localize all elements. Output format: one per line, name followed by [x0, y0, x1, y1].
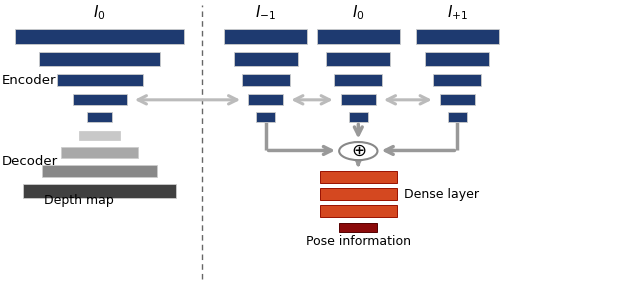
Bar — [242, 74, 290, 86]
Bar — [339, 223, 378, 232]
Bar — [39, 52, 161, 66]
Bar — [234, 52, 298, 66]
Bar — [433, 74, 481, 86]
Bar — [61, 147, 138, 158]
Bar — [326, 52, 390, 66]
Bar — [87, 112, 113, 122]
Bar — [426, 52, 489, 66]
Text: Depth map: Depth map — [44, 194, 114, 207]
Text: $I_0$: $I_0$ — [93, 3, 106, 22]
Text: Encoder: Encoder — [2, 74, 56, 87]
Bar — [72, 95, 127, 105]
Bar — [334, 74, 382, 86]
Text: $I_{-1}$: $I_{-1}$ — [255, 3, 276, 22]
Bar — [42, 165, 157, 177]
Text: Dense layer: Dense layer — [404, 188, 479, 201]
Bar — [416, 29, 499, 44]
Bar — [317, 29, 400, 44]
Bar — [15, 29, 184, 44]
Bar — [440, 95, 475, 105]
Bar — [349, 112, 368, 122]
Bar — [256, 112, 275, 122]
Bar — [448, 112, 467, 122]
Bar — [56, 74, 143, 86]
Bar — [320, 205, 397, 217]
Circle shape — [339, 142, 378, 160]
Bar — [320, 171, 397, 183]
Bar — [224, 29, 307, 44]
Bar — [320, 188, 397, 200]
Bar — [23, 184, 176, 198]
Bar — [248, 95, 284, 105]
Text: $I_0$: $I_0$ — [352, 3, 365, 22]
Text: Decoder: Decoder — [2, 155, 58, 168]
Bar — [340, 95, 376, 105]
Text: Pose information: Pose information — [306, 235, 411, 248]
Text: $I_{+1}$: $I_{+1}$ — [447, 3, 468, 22]
Bar — [79, 131, 120, 140]
Text: $\oplus$: $\oplus$ — [351, 142, 366, 160]
